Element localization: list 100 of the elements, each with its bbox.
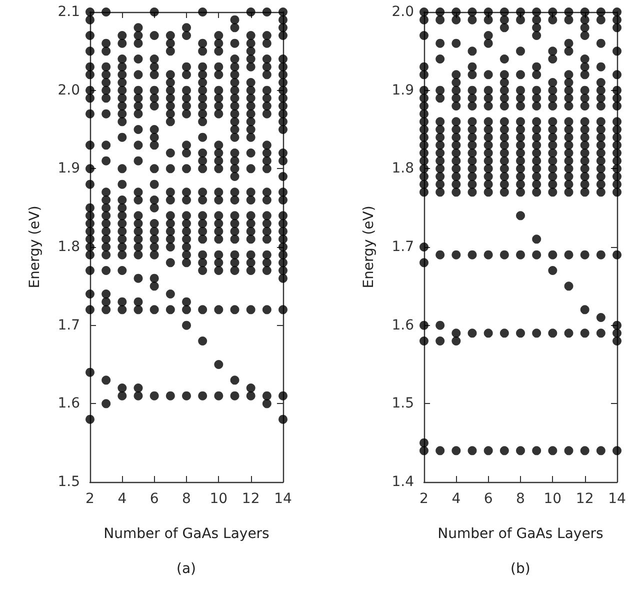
- point: [102, 219, 111, 228]
- point: [166, 290, 175, 298]
- x-axis-title: Number of GaAs Layers: [104, 526, 270, 542]
- point: [198, 188, 208, 197]
- point: [548, 148, 558, 158]
- point: [548, 164, 558, 174]
- x-tick-label: 4: [118, 491, 127, 507]
- point: [150, 391, 159, 400]
- point: [118, 234, 127, 244]
- point: [278, 117, 288, 126]
- point: [230, 172, 240, 181]
- point: [102, 70, 111, 80]
- point: [580, 86, 590, 95]
- point: [86, 62, 94, 72]
- point: [580, 156, 590, 166]
- point: [452, 156, 461, 166]
- point: [86, 70, 94, 80]
- point: [468, 328, 477, 338]
- point: [182, 242, 191, 252]
- point: [278, 15, 288, 24]
- point: [150, 203, 159, 212]
- point: [532, 234, 542, 244]
- point: [230, 226, 240, 236]
- point: [516, 172, 525, 181]
- point: [118, 70, 127, 80]
- point: [166, 196, 175, 204]
- point: [436, 15, 445, 24]
- point: [182, 31, 191, 40]
- point: [86, 250, 94, 260]
- point: [102, 140, 111, 150]
- point: [230, 125, 240, 134]
- point: [214, 62, 224, 72]
- point: [102, 211, 111, 220]
- point: [214, 109, 224, 118]
- point: [532, 140, 542, 150]
- point: [278, 211, 288, 220]
- point: [118, 109, 127, 118]
- point: [532, 8, 542, 16]
- point: [278, 125, 288, 134]
- point: [166, 31, 175, 40]
- point: [262, 8, 272, 16]
- point: [86, 368, 94, 377]
- text: (a): [176, 561, 196, 577]
- point: [612, 250, 622, 260]
- point: [580, 54, 590, 64]
- point: [532, 102, 542, 110]
- point: [532, 23, 542, 32]
- point: [166, 211, 175, 220]
- point: [150, 250, 159, 260]
- point: [102, 46, 111, 56]
- point: [436, 140, 445, 150]
- point: [246, 211, 256, 220]
- point: [246, 94, 256, 103]
- point: [596, 102, 606, 110]
- point: [500, 446, 509, 456]
- point: [246, 8, 256, 16]
- point: [500, 172, 509, 181]
- point: [214, 188, 224, 197]
- point: [420, 62, 428, 72]
- x-tick-label: 2: [420, 491, 428, 507]
- point: [86, 140, 94, 150]
- point: [198, 62, 208, 72]
- point: [118, 164, 127, 174]
- point: [214, 234, 224, 244]
- point: [230, 78, 240, 87]
- point: [166, 164, 175, 174]
- point: [150, 31, 159, 40]
- point: [166, 70, 175, 80]
- point: [532, 70, 542, 80]
- point: [214, 250, 224, 260]
- point: [532, 148, 542, 158]
- point: [278, 78, 288, 87]
- x-tick-label: 10: [544, 491, 562, 507]
- point: [134, 109, 143, 118]
- point: [230, 376, 240, 385]
- point: [102, 250, 111, 260]
- point: [548, 46, 558, 56]
- point: [134, 226, 143, 236]
- y-tick-label: 1.7: [392, 239, 414, 255]
- point: [548, 188, 558, 197]
- point: [262, 62, 272, 72]
- point: [580, 31, 590, 40]
- point: [452, 78, 461, 87]
- point: [182, 94, 191, 103]
- point: [548, 78, 558, 87]
- point: [420, 180, 428, 189]
- point: [102, 266, 111, 275]
- point: [436, 250, 445, 260]
- point: [452, 148, 461, 158]
- point: [246, 188, 256, 197]
- point: [532, 117, 542, 126]
- y-tick-label: 1.6: [392, 317, 414, 334]
- point: [134, 391, 143, 400]
- point: [246, 250, 256, 260]
- point: [580, 328, 590, 338]
- point: [118, 132, 127, 142]
- point: [452, 86, 461, 95]
- point: [118, 219, 127, 228]
- point: [484, 156, 493, 166]
- point: [198, 117, 208, 126]
